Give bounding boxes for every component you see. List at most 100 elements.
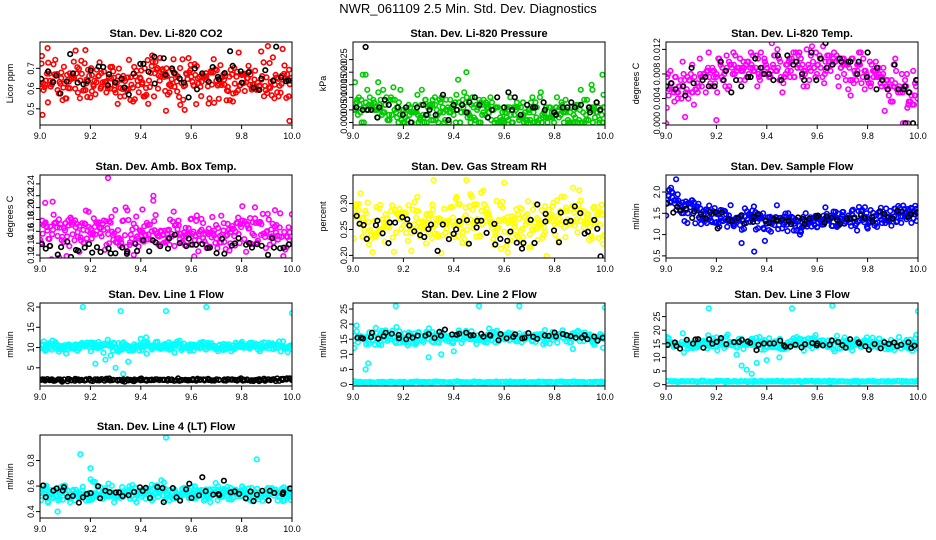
page-title: NWR_061109 2.5 Min. Std. Dev. Diagnostic… [339, 1, 597, 16]
plot-frame [665, 41, 919, 126]
data-point [884, 86, 891, 93]
data-point [385, 101, 392, 108]
data-point [353, 212, 360, 219]
data-point [411, 228, 418, 235]
data-point [733, 344, 741, 351]
data-point [542, 218, 549, 225]
data-point [399, 214, 406, 221]
data-point [585, 116, 592, 124]
data-point [126, 241, 133, 249]
data-point [497, 235, 504, 242]
data-point [365, 241, 373, 248]
data-point [390, 84, 397, 91]
data-point [581, 329, 588, 336]
data-point [891, 80, 899, 87]
data-point [562, 96, 569, 103]
data-point [669, 189, 676, 196]
data-point [670, 209, 677, 216]
data-point [591, 114, 599, 121]
data-point [54, 251, 61, 258]
data-point [280, 489, 287, 496]
data-point [559, 378, 566, 386]
data-point [567, 217, 574, 224]
data-point [199, 241, 206, 248]
data-point [273, 43, 280, 50]
data-point [409, 334, 416, 341]
data-point [182, 224, 189, 231]
data-point [534, 335, 541, 342]
data-point [702, 73, 709, 81]
data-point [471, 201, 478, 208]
data-point [523, 101, 531, 108]
data-point [770, 340, 778, 347]
data-point [406, 222, 413, 229]
data-point [507, 237, 514, 244]
data-point [800, 83, 807, 90]
data-point [140, 237, 147, 244]
data-point [834, 73, 841, 81]
data-point [910, 67, 917, 74]
data-point [577, 197, 584, 204]
data-point [125, 91, 132, 98]
data-point [856, 61, 864, 68]
data-point [711, 83, 718, 90]
x-tick-label: 9.8 [861, 131, 874, 141]
data-point [494, 94, 501, 101]
data-point [205, 100, 212, 107]
x-tick-label: 10.0 [909, 392, 927, 402]
data-point [805, 61, 812, 68]
data-point [883, 83, 891, 90]
data-point [389, 96, 396, 103]
data-point [801, 221, 808, 228]
data-point [164, 245, 172, 252]
data-point [591, 333, 598, 340]
y-axis-label: kPa [318, 76, 328, 92]
data-point [751, 67, 758, 74]
data-point [450, 101, 457, 108]
data-points [353, 43, 605, 125]
data-point [520, 234, 527, 241]
data-point [92, 91, 99, 98]
data-point [428, 234, 435, 242]
x-tick-label: 9.8 [235, 131, 248, 141]
x-tick-label: 9.4 [135, 524, 148, 534]
chart-title: Stan. Dev. Line 1 Flow [108, 289, 224, 301]
data-point [515, 215, 523, 222]
outlier-point [599, 71, 605, 78]
data-point [686, 76, 693, 84]
data-point [394, 104, 402, 111]
plot-frame [665, 302, 919, 387]
data-point [360, 221, 367, 229]
chart-title: Stan. Dev. Li-820 Pressure [410, 28, 547, 40]
data-point [251, 204, 259, 211]
data-point [542, 203, 549, 210]
chart-panel: Stan. Dev. Sample Flow 9.0 9.2 9.4 9.6 9.8 10.… [631, 161, 927, 274]
data-point [558, 193, 565, 200]
data-point [114, 100, 121, 107]
data-point [700, 344, 707, 351]
data-point [131, 96, 138, 103]
data-point [559, 218, 566, 225]
data-point [221, 250, 228, 257]
data-point [125, 56, 133, 64]
data-point [144, 56, 151, 64]
data-point [537, 224, 544, 231]
data-point [784, 52, 791, 59]
data-point [143, 334, 150, 341]
data-point [42, 245, 49, 252]
data-point [762, 61, 770, 68]
data-point [683, 336, 690, 343]
data-point [674, 191, 681, 198]
data-point [708, 83, 715, 90]
data-point [360, 215, 367, 222]
data-point [377, 201, 384, 208]
x-tick-label: 9.0 [347, 392, 360, 402]
data-point [209, 213, 216, 221]
data-point [488, 106, 496, 113]
outlier-point [54, 508, 61, 515]
x-tick-label: 9.0 [34, 524, 47, 534]
data-point [103, 376, 110, 383]
data-point [461, 236, 468, 243]
data-point [697, 211, 705, 218]
y-tick-label: 1.0 [652, 228, 662, 241]
